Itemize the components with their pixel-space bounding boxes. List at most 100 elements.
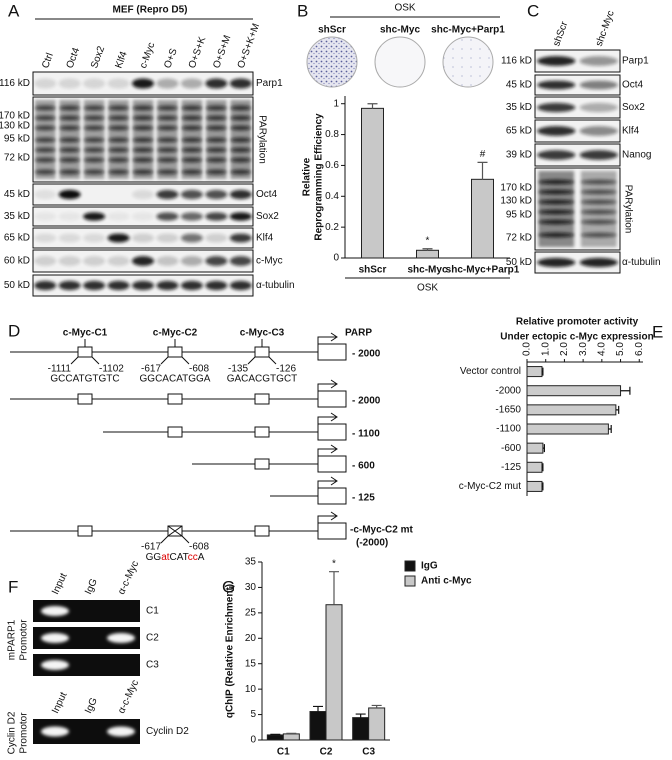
panel-letter: G [222, 577, 235, 596]
row-label: C3 [146, 660, 159, 671]
blot-frame [534, 96, 621, 119]
y-tick-label: 35 [245, 557, 257, 568]
row-label: C1 [146, 606, 159, 617]
band [156, 280, 179, 291]
band [157, 169, 178, 175]
bar [282, 733, 300, 741]
binding-site [254, 426, 270, 438]
size-label: 130 kD [0, 121, 30, 132]
band [156, 212, 179, 221]
band [156, 78, 179, 89]
size-label: 65 kD [4, 233, 30, 244]
band [205, 189, 228, 200]
panel-letter: B [297, 1, 308, 20]
lane-label: α-c-Myc [116, 678, 141, 715]
construct-label: - 600 [352, 461, 375, 472]
size-label: 72 kD [506, 233, 532, 244]
binding-site [254, 346, 270, 358]
plate-label: shc-Myc+Parp1 [431, 25, 505, 36]
band [180, 78, 203, 89]
y-axis-label: Relative [302, 157, 313, 196]
band [538, 179, 575, 185]
chart-title: Relative promoter activity [516, 317, 639, 328]
construct-label: - 2000 [352, 396, 381, 407]
bar [526, 480, 543, 492]
error-bar [477, 161, 488, 180]
binding-site [254, 393, 270, 405]
y-tick-label: 0.8 [325, 129, 339, 140]
band [180, 256, 203, 266]
band [59, 137, 80, 143]
band [580, 189, 617, 195]
x-tick-label: C1 [277, 747, 290, 758]
bar [526, 366, 543, 378]
band [34, 125, 56, 131]
band [59, 157, 80, 163]
category-label: c-Myc-C2 mut [459, 481, 521, 492]
band [579, 257, 618, 268]
lane-label: Sox2 [89, 44, 107, 70]
band [157, 125, 178, 131]
y-tick-label: 20 [245, 633, 257, 644]
position-label: -617 [141, 542, 161, 553]
bar [266, 734, 284, 741]
lane-label: c-Myc [138, 41, 157, 70]
category-label: -1650 [495, 404, 521, 415]
band [156, 189, 179, 200]
size-label: 60 kD [4, 256, 30, 267]
side-label: mPARP1 [7, 619, 18, 660]
band [58, 189, 81, 200]
position-label: -608 [189, 364, 209, 375]
size-label: 170 kD [0, 111, 30, 122]
side-label: Promotor [19, 619, 30, 661]
band [157, 147, 178, 153]
band [580, 219, 617, 225]
band [181, 169, 203, 175]
construct-label: - 125 [352, 493, 375, 504]
band [34, 233, 57, 243]
position-label: -135 [228, 364, 248, 375]
gel-band [107, 633, 135, 643]
binding-site [77, 346, 93, 358]
bar [361, 107, 384, 259]
band [58, 256, 81, 266]
band [206, 157, 227, 163]
gel-band [41, 606, 69, 616]
blot-frame [534, 251, 621, 274]
protein-label: c-Myc [256, 256, 283, 267]
band [34, 280, 57, 291]
bar [368, 707, 386, 741]
side-label: Promotor [19, 712, 30, 754]
band [579, 102, 618, 113]
band [59, 105, 80, 111]
band [83, 105, 105, 111]
band [205, 280, 228, 291]
band [538, 232, 575, 238]
band [132, 147, 154, 153]
band [34, 105, 56, 111]
y-axis-label: Reprogramming Efficiency [314, 113, 325, 241]
error-bar [608, 425, 612, 433]
band [206, 115, 227, 121]
sequence: GCCATGTGTC [50, 374, 119, 385]
blot-frame [534, 74, 621, 96]
band [34, 147, 56, 153]
lane-label: Input [50, 690, 69, 715]
size-label: 45 kD [506, 80, 532, 91]
bar [309, 711, 327, 741]
annotation: * [332, 558, 336, 569]
lane-label: Input [50, 571, 69, 596]
band [579, 56, 618, 66]
panel-letter: E [652, 322, 663, 341]
band [132, 125, 154, 131]
band [157, 115, 178, 121]
band [34, 212, 57, 221]
band [537, 257, 576, 268]
category-label: -125 [501, 462, 521, 473]
band [229, 78, 252, 89]
mutant-sequence: GGatCATccA [146, 552, 205, 563]
size-label: 116 kD [0, 78, 30, 89]
band [206, 125, 227, 131]
gene-box [317, 343, 347, 361]
position-label: -1111 [48, 364, 72, 375]
